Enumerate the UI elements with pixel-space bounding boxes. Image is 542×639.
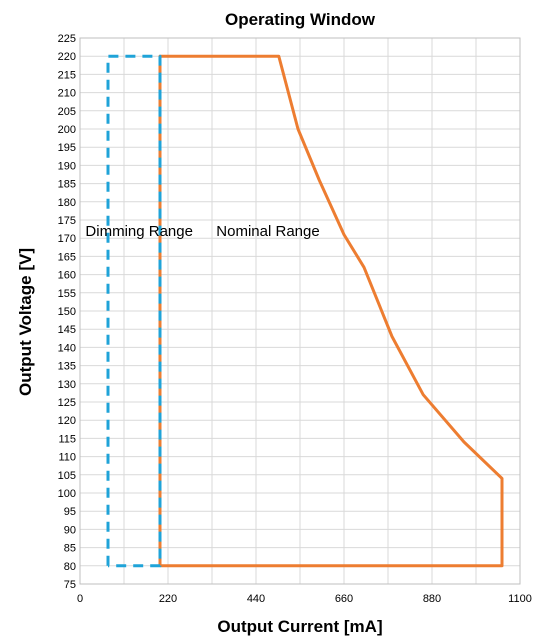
y-tick-label: 200 bbox=[58, 124, 76, 136]
y-tick-label: 225 bbox=[58, 33, 76, 45]
series-line-dimming-range bbox=[106, 54, 162, 568]
y-tick-label: 90 bbox=[64, 524, 76, 536]
x-tick-label: 440 bbox=[247, 593, 265, 605]
y-tick-label: 170 bbox=[58, 233, 76, 245]
y-tick-label: 135 bbox=[58, 361, 76, 373]
x-axis-label: Output Current [mA] bbox=[217, 617, 382, 636]
y-tick-label: 175 bbox=[58, 215, 76, 227]
y-tick-label: 220 bbox=[58, 51, 76, 63]
y-tick-label: 75 bbox=[64, 579, 76, 591]
y-tick-label: 180 bbox=[58, 197, 76, 209]
x-tick-label: 0 bbox=[77, 593, 83, 605]
y-tick-label: 205 bbox=[58, 106, 76, 118]
y-tick-label: 95 bbox=[64, 506, 76, 518]
y-tick-label: 215 bbox=[58, 69, 76, 81]
y-tick-label: 110 bbox=[58, 452, 76, 464]
x-tick-label: 660 bbox=[335, 593, 353, 605]
y-tick-label: 195 bbox=[58, 142, 76, 154]
y-tick-label: 130 bbox=[58, 379, 76, 391]
series-line-nominal-range bbox=[158, 54, 504, 568]
plot-border bbox=[79, 37, 521, 585]
chart-title: Operating Window bbox=[225, 10, 376, 29]
y-tick-label: 85 bbox=[64, 543, 76, 555]
y-tick-label: 145 bbox=[58, 324, 76, 336]
x-tick-label: 1100 bbox=[508, 593, 532, 605]
chart-annotations: Dimming Range Nominal Range bbox=[85, 223, 319, 240]
chart-grid bbox=[79, 37, 521, 585]
y-tick-label: 105 bbox=[58, 470, 76, 482]
y-tick-label: 155 bbox=[58, 288, 76, 300]
y-tick-label: 185 bbox=[58, 179, 76, 191]
x-tick-label: 220 bbox=[159, 593, 177, 605]
x-axis-ticks: 0 220 440 660 880 1100 bbox=[77, 593, 532, 605]
y-tick-label: 125 bbox=[58, 397, 76, 409]
annotation-dimming-range: Dimming Range bbox=[85, 223, 193, 240]
y-tick-label: 115 bbox=[58, 433, 76, 445]
annotation-nominal-range: Nominal Range bbox=[216, 223, 319, 240]
y-tick-label: 120 bbox=[58, 415, 76, 427]
y-tick-label: 160 bbox=[58, 270, 76, 282]
y-tick-label: 150 bbox=[58, 306, 76, 318]
y-tick-label: 140 bbox=[58, 342, 76, 354]
y-tick-label: 210 bbox=[58, 88, 76, 100]
y-axis-ticks: 75 80 85 90 95 100 105 110 115 120 125 130 135 140 145… bbox=[58, 33, 76, 591]
x-tick-label: 880 bbox=[423, 593, 441, 605]
y-axis-label: Output Voltage [V] bbox=[16, 248, 35, 396]
y-tick-label: 80 bbox=[64, 561, 76, 573]
y-tick-label: 165 bbox=[58, 251, 76, 263]
y-tick-label: 100 bbox=[58, 488, 76, 500]
y-tick-label: 190 bbox=[58, 160, 76, 172]
chart-series bbox=[106, 54, 504, 568]
